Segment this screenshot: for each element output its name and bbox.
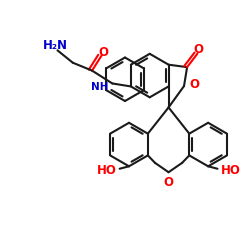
Text: O: O: [189, 78, 199, 91]
Text: HO: HO: [220, 164, 240, 177]
Text: NH: NH: [91, 82, 109, 92]
Text: O: O: [194, 43, 204, 56]
Text: O: O: [98, 46, 108, 59]
Text: O: O: [164, 176, 173, 189]
Text: HO: HO: [97, 164, 117, 177]
Text: H₂N: H₂N: [42, 39, 68, 52]
